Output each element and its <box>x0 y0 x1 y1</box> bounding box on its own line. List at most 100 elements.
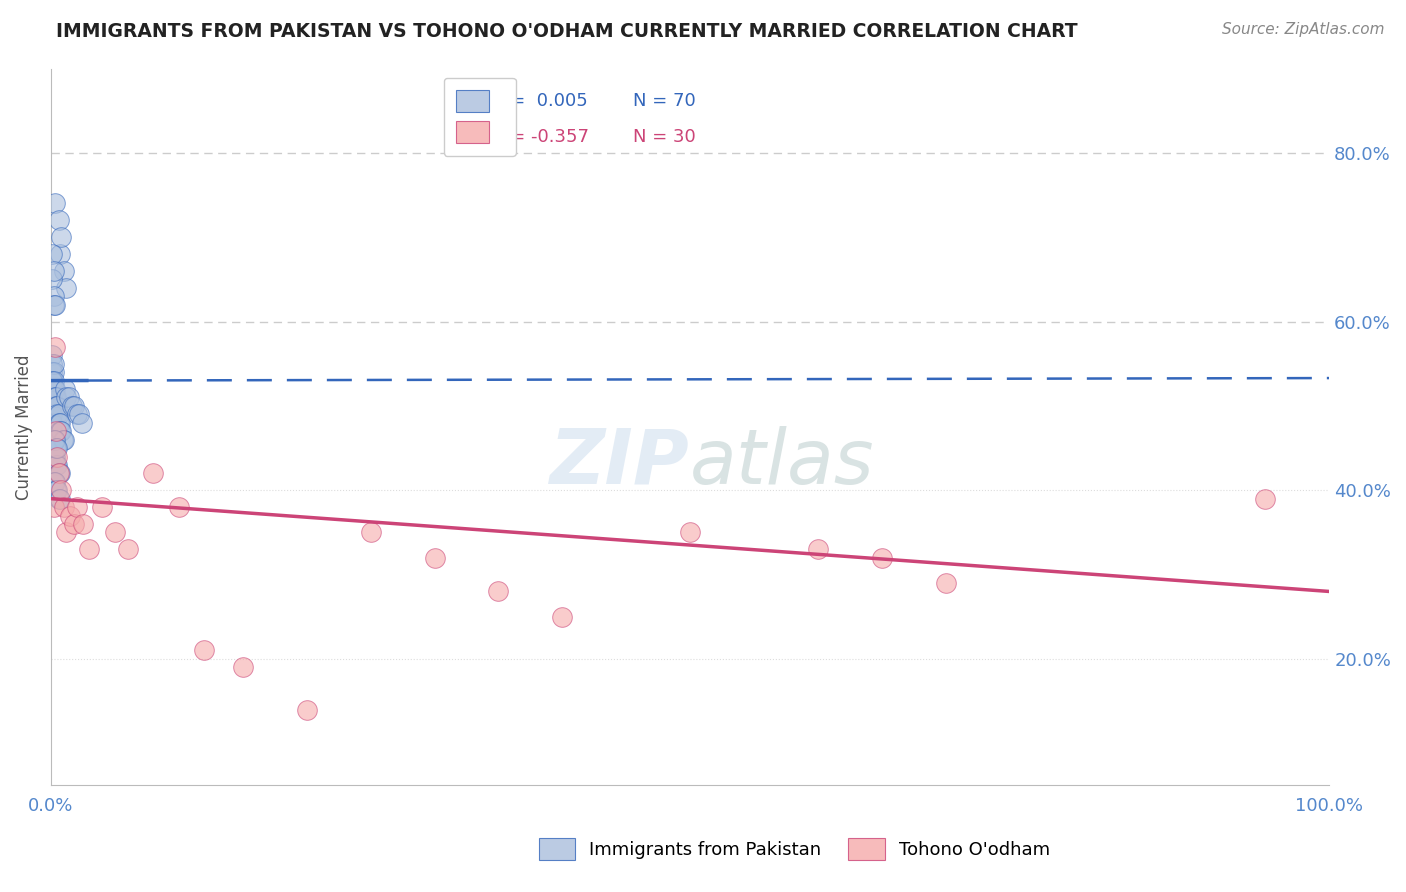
Point <box>551 609 574 624</box>
Text: R =  0.005: R = 0.005 <box>492 92 588 110</box>
Point <box>42 289 65 303</box>
Point <box>679 525 702 540</box>
Text: atlas: atlas <box>690 425 875 500</box>
Point <box>117 542 139 557</box>
Point <box>42 357 65 371</box>
Point <box>49 247 72 261</box>
Point <box>104 525 127 540</box>
Point <box>49 416 72 430</box>
Point <box>72 516 94 531</box>
Point <box>48 407 70 421</box>
Point <box>42 365 65 379</box>
Point <box>58 391 80 405</box>
Point <box>48 416 70 430</box>
Point <box>46 407 69 421</box>
Point <box>423 550 446 565</box>
Text: R = -0.357: R = -0.357 <box>492 128 589 145</box>
Point <box>142 467 165 481</box>
Point <box>41 374 63 388</box>
Point <box>52 500 75 515</box>
Point <box>44 475 66 489</box>
Point <box>49 467 72 481</box>
Point <box>41 416 63 430</box>
Point <box>51 424 73 438</box>
Point <box>44 433 66 447</box>
Point <box>41 407 63 421</box>
Point <box>46 399 69 413</box>
Text: ZIP: ZIP <box>550 425 690 500</box>
Point <box>45 458 67 472</box>
Legend: Immigrants from Pakistan, Tohono O'odham: Immigrants from Pakistan, Tohono O'odham <box>531 830 1057 867</box>
Point <box>59 508 82 523</box>
Point <box>79 542 101 557</box>
Point <box>45 391 67 405</box>
Point <box>46 458 69 472</box>
Point <box>42 382 65 396</box>
Point <box>42 433 65 447</box>
Point <box>45 483 67 498</box>
Point <box>63 516 86 531</box>
Point <box>41 407 63 421</box>
Point <box>60 399 83 413</box>
Point <box>49 491 72 506</box>
Point <box>91 500 114 515</box>
Point <box>45 441 67 455</box>
Point <box>488 584 510 599</box>
Point <box>42 475 65 489</box>
Point <box>52 433 75 447</box>
Point <box>42 500 65 515</box>
Point <box>42 298 65 312</box>
Point <box>48 467 70 481</box>
Point <box>41 357 63 371</box>
Point <box>48 467 70 481</box>
Point <box>41 272 63 286</box>
Text: IMMIGRANTS FROM PAKISTAN VS TOHONO O'ODHAM CURRENTLY MARRIED CORRELATION CHART: IMMIGRANTS FROM PAKISTAN VS TOHONO O'ODH… <box>56 22 1078 41</box>
Point <box>67 407 90 421</box>
Point <box>65 500 87 515</box>
Point <box>51 230 73 244</box>
Point <box>44 391 66 405</box>
Point <box>41 399 63 413</box>
Legend: , : , <box>443 78 516 156</box>
Point <box>1254 491 1277 506</box>
Point <box>360 525 382 540</box>
Point <box>167 500 190 515</box>
Point <box>48 213 70 227</box>
Point <box>52 264 75 278</box>
Point <box>42 374 65 388</box>
Point <box>41 424 63 438</box>
Point <box>44 340 66 354</box>
Point <box>870 550 893 565</box>
Point <box>41 247 63 261</box>
Point <box>46 483 69 498</box>
Point <box>41 416 63 430</box>
Point <box>65 407 87 421</box>
Point <box>935 576 957 591</box>
Point <box>51 483 73 498</box>
Point <box>46 441 69 455</box>
Point <box>41 374 63 388</box>
Point <box>51 433 73 447</box>
Point <box>49 424 72 438</box>
Point <box>44 382 66 396</box>
Text: N = 70: N = 70 <box>633 92 696 110</box>
Point <box>55 281 77 295</box>
Point <box>41 348 63 362</box>
Point <box>41 382 63 396</box>
Point <box>70 416 93 430</box>
Point <box>53 382 76 396</box>
Point <box>41 424 63 438</box>
Text: N = 30: N = 30 <box>633 128 696 145</box>
Point <box>45 399 67 413</box>
Point <box>44 450 66 464</box>
Point <box>295 702 318 716</box>
Point <box>232 660 254 674</box>
Point <box>55 391 77 405</box>
Point <box>46 450 69 464</box>
Point <box>63 399 86 413</box>
Point <box>807 542 830 557</box>
Y-axis label: Currently Married: Currently Married <box>15 354 32 500</box>
Point <box>48 491 70 506</box>
Point <box>41 391 63 405</box>
Point <box>42 450 65 464</box>
